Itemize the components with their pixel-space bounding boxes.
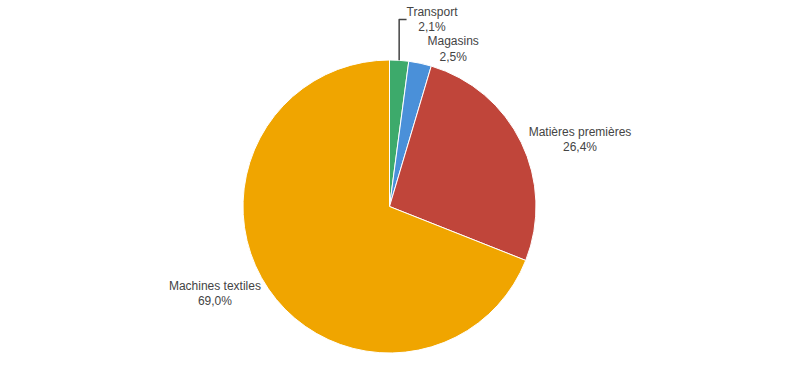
svg-text:Matières premières26,4%: Matières premières26,4%: [529, 125, 632, 155]
svg-text:Machines textiles69,0%: Machines textiles69,0%: [169, 279, 261, 309]
svg-text:Transport2,1%: Transport2,1%: [407, 5, 459, 35]
svg-text:Magasins2,5%: Magasins2,5%: [428, 34, 479, 64]
